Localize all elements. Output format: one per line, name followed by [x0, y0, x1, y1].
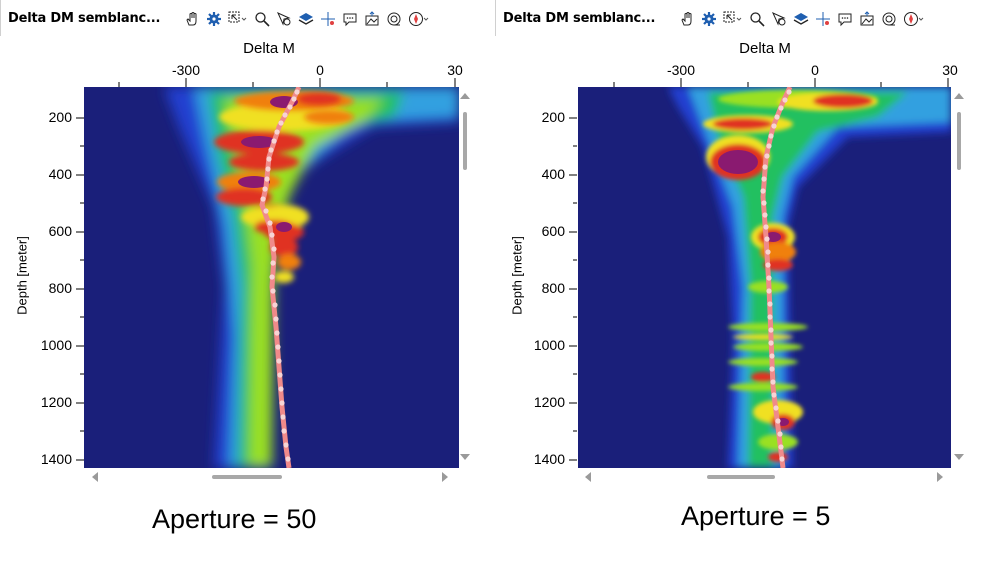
panel-titlebar: Delta DM semblanc... [0, 0, 491, 36]
x-axis-ticks [613, 78, 949, 87]
semblance-plot[interactable] [578, 87, 951, 468]
semblance-plot[interactable] [84, 87, 459, 468]
scroll-down-arrow-icon[interactable] [460, 454, 470, 460]
comment-icon[interactable] [339, 9, 361, 29]
x-tick-label: 30 [942, 62, 958, 78]
scrollbar-thumb[interactable] [957, 112, 961, 170]
semblance-heatmap [84, 87, 459, 468]
scroll-up-arrow-icon[interactable] [954, 93, 964, 99]
scroll-down-arrow-icon[interactable] [954, 454, 964, 460]
y-tick-label: 1000 [533, 337, 565, 353]
scrollbar-thumb[interactable] [212, 475, 282, 479]
crosshair-icon[interactable] [812, 9, 834, 29]
y-tick-label: 1400 [40, 451, 72, 467]
horizontal-scrollbar[interactable] [583, 470, 943, 484]
x-tick-label: 0 [316, 62, 324, 78]
panel-titlebar: Delta DM semblanc... [495, 0, 986, 36]
y-tick-label: 600 [48, 223, 72, 239]
horizontal-scrollbar[interactable] [90, 470, 450, 484]
scrollbar-thumb[interactable] [463, 112, 467, 170]
panel-toolbar [181, 9, 433, 29]
y-axis-ticks [76, 117, 84, 461]
y-tick-label: 200 [541, 109, 565, 125]
y-tick-label: 200 [48, 109, 72, 125]
scroll-left-arrow-icon[interactable] [585, 472, 591, 482]
settings-gear-icon[interactable] [203, 9, 225, 29]
panel-title: Delta DM semblanc... [503, 11, 656, 26]
pick-pointer-icon[interactable] [273, 9, 295, 29]
y-tick-label: 400 [541, 166, 565, 182]
vertical-scrollbar[interactable] [953, 90, 965, 465]
magnifier-icon[interactable] [746, 9, 768, 29]
spiral-icon[interactable] [383, 9, 405, 29]
y-tick-label: 600 [541, 223, 565, 239]
caption-aperture-50: Aperture = 50 [152, 504, 317, 534]
x-tick-label: 0 [811, 62, 819, 78]
x-axis-ticks [118, 78, 456, 87]
panel-title: Delta DM semblanc... [8, 11, 161, 26]
spiral-icon[interactable] [878, 9, 900, 29]
semblance-panel-aperture-5: Delta DM semblanc... Delta M -300 0 30 D… [495, 0, 985, 490]
x-axis-title: Delta M [739, 40, 791, 57]
x-tick-label: 30 [447, 62, 463, 78]
y-tick-label: 1200 [40, 394, 72, 410]
y-tick-label: 400 [48, 166, 72, 182]
zoom-select-icon[interactable] [225, 9, 251, 29]
panel-toolbar [676, 9, 928, 29]
compass-icon[interactable] [405, 9, 433, 29]
export-image-icon[interactable] [856, 9, 878, 29]
y-axis-ticks [569, 117, 577, 461]
semblance-panel-aperture-50: Delta DM semblanc... Delta M -300 0 30 D… [0, 0, 490, 490]
settings-gear-icon[interactable] [698, 9, 720, 29]
comment-icon[interactable] [834, 9, 856, 29]
y-tick-label: 800 [48, 280, 72, 296]
pan-hand-icon[interactable] [676, 9, 698, 29]
x-axis-title: Delta M [243, 40, 295, 57]
y-axis-title: Depth [meter] [14, 236, 30, 315]
magnifier-icon[interactable] [251, 9, 273, 29]
crosshair-icon[interactable] [317, 9, 339, 29]
y-axis-title: Depth [meter] [509, 236, 525, 315]
caption-aperture-5: Aperture = 5 [681, 501, 831, 531]
x-tick-label: -300 [666, 62, 696, 78]
y-tick-label: 1200 [533, 394, 565, 410]
y-tick-label: 800 [541, 280, 565, 296]
semblance-heatmap [578, 87, 951, 468]
scroll-right-arrow-icon[interactable] [442, 472, 448, 482]
zoom-select-icon[interactable] [720, 9, 746, 29]
pan-hand-icon[interactable] [181, 9, 203, 29]
vertical-scrollbar[interactable] [459, 90, 471, 465]
layers-icon[interactable] [790, 9, 812, 29]
y-tick-label: 1400 [533, 451, 565, 467]
scrollbar-thumb[interactable] [707, 475, 775, 479]
scroll-left-arrow-icon[interactable] [92, 472, 98, 482]
export-image-icon[interactable] [361, 9, 383, 29]
layers-icon[interactable] [295, 9, 317, 29]
scroll-up-arrow-icon[interactable] [460, 93, 470, 99]
scroll-right-arrow-icon[interactable] [937, 472, 943, 482]
compass-icon[interactable] [900, 9, 928, 29]
y-tick-label: 1000 [40, 337, 72, 353]
x-tick-label: -300 [171, 62, 201, 78]
pick-pointer-icon[interactable] [768, 9, 790, 29]
